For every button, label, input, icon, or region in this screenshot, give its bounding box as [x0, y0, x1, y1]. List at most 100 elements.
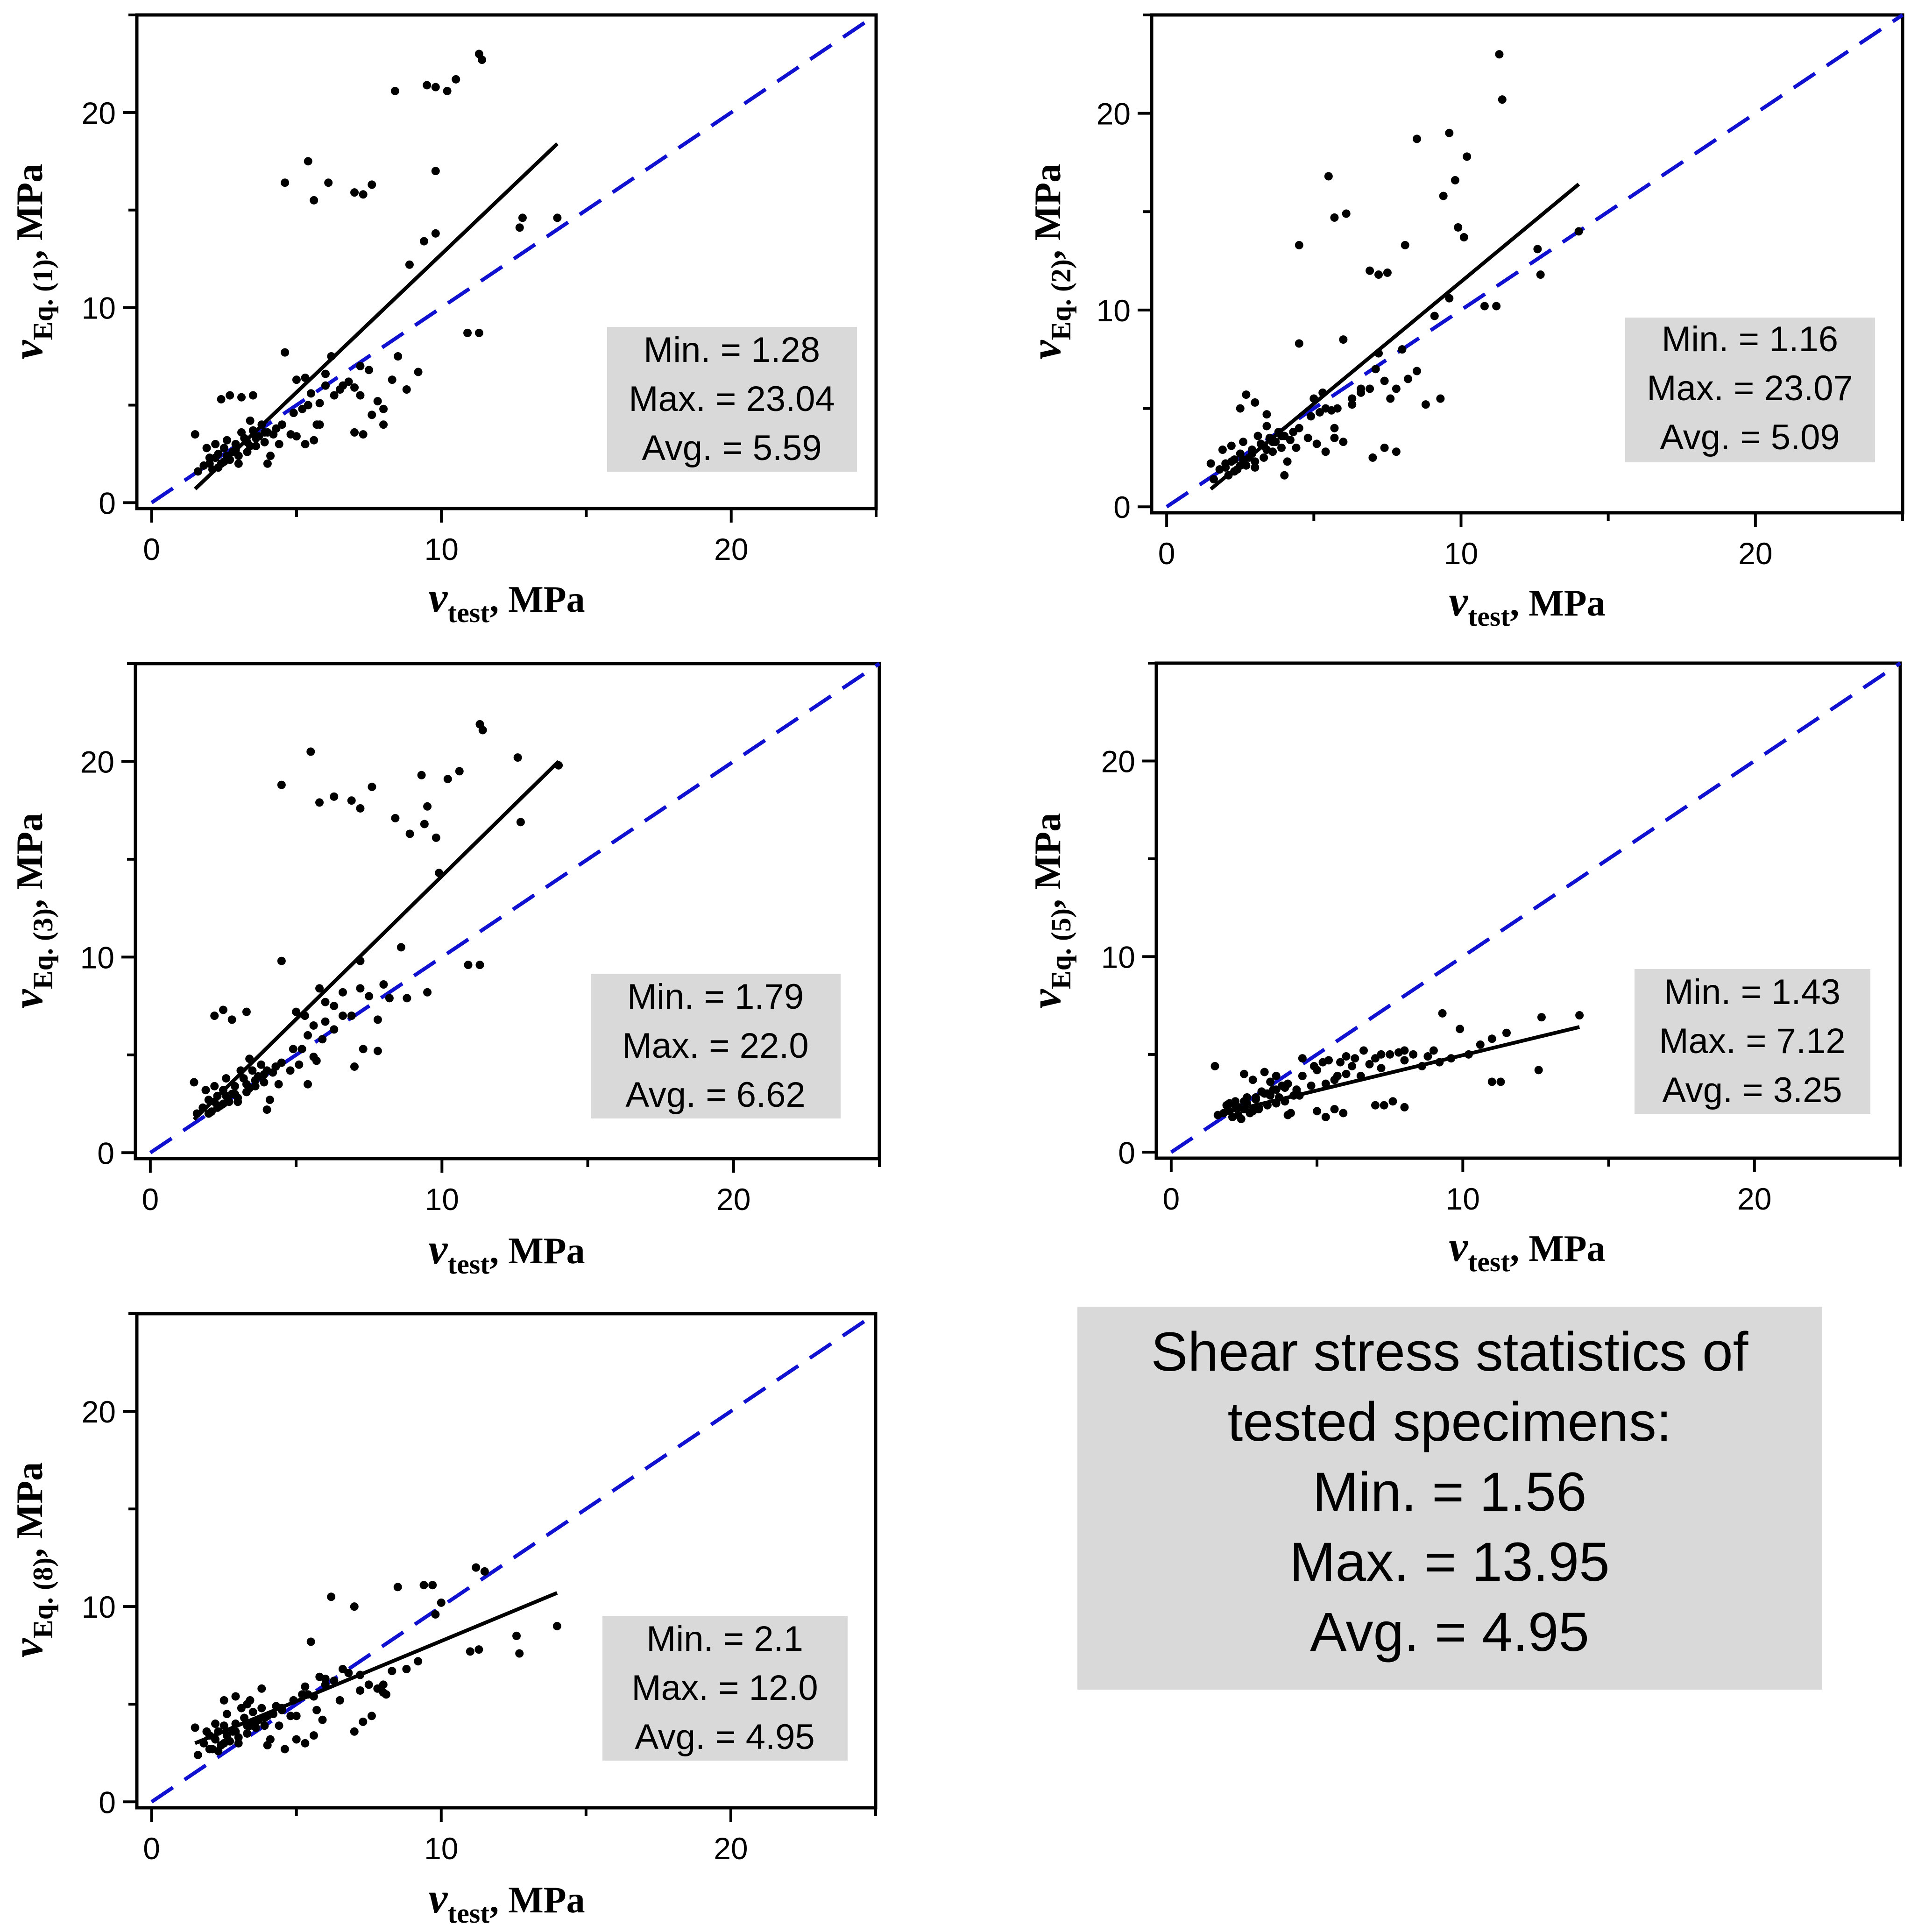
data-point	[1277, 443, 1286, 452]
x-tick-label: 0	[143, 532, 160, 566]
data-point	[262, 1066, 271, 1075]
plot-frame	[134, 662, 881, 1161]
stats-max: Max. = 12.0	[631, 1668, 818, 1708]
data-point	[403, 994, 411, 1003]
data-point	[1283, 457, 1292, 466]
data-point	[1292, 443, 1301, 452]
data-point	[1342, 209, 1351, 218]
data-point	[431, 83, 440, 92]
reference-line	[1165, 13, 1904, 509]
reference-line	[149, 662, 881, 1154]
stats-max: Max. = 23.07	[1647, 368, 1853, 408]
data-point	[1312, 439, 1321, 448]
data-point	[1421, 400, 1430, 409]
data-point	[1351, 1054, 1359, 1063]
reference-line	[150, 1312, 877, 1804]
data-point	[1333, 404, 1342, 413]
x-ticks: 0 10 20	[143, 509, 878, 566]
data-point	[1348, 1062, 1357, 1070]
points-layer	[1210, 1009, 1584, 1124]
data-point	[324, 178, 333, 187]
data-point	[201, 1086, 210, 1095]
data-point	[251, 1076, 260, 1085]
data-point	[356, 361, 365, 370]
data-point	[1400, 1056, 1409, 1065]
data-point	[350, 188, 359, 197]
data-point	[211, 453, 220, 462]
data-point	[306, 389, 315, 398]
data-point	[553, 213, 562, 222]
data-point	[1365, 1060, 1374, 1069]
data-point	[1348, 400, 1357, 409]
data-point	[301, 1739, 310, 1748]
stats-min: Min. = 1.79	[627, 977, 804, 1017]
data-point	[1429, 1046, 1438, 1055]
data-point	[1227, 441, 1236, 450]
data-point	[1392, 384, 1401, 393]
y-ticks: 0 10 20	[80, 662, 135, 1170]
y-tick-label: 10	[80, 940, 114, 975]
fit-line-layer	[192, 760, 560, 1121]
data-point	[513, 753, 522, 762]
data-point	[405, 829, 414, 838]
data-point	[237, 393, 246, 402]
data-point	[417, 771, 426, 779]
data-point	[1248, 1076, 1257, 1084]
data-point	[359, 1045, 368, 1054]
fit-line-layer	[194, 1591, 558, 1745]
summary-box-bg	[1077, 1307, 1822, 1690]
stats-min: Min. = 1.43	[1664, 972, 1840, 1012]
data-point	[474, 328, 483, 337]
data-point	[304, 157, 312, 166]
data-point	[475, 961, 484, 970]
data-point	[402, 385, 411, 394]
y-tick-label: 20	[82, 96, 116, 130]
data-point	[1412, 134, 1421, 143]
data-point	[396, 943, 405, 952]
data-point	[368, 410, 376, 419]
data-point	[315, 399, 324, 408]
data-point	[1412, 367, 1421, 375]
y-ticks: 0 10 20	[82, 14, 137, 520]
data-point	[1239, 1069, 1248, 1078]
data-point	[1280, 432, 1289, 440]
data-point	[431, 229, 440, 238]
fit-line	[192, 760, 560, 1121]
data-point	[1348, 394, 1357, 403]
data-point	[204, 1109, 213, 1118]
data-point	[210, 1082, 219, 1090]
y-tick-label: 20	[80, 744, 114, 779]
data-point	[193, 467, 202, 476]
x-tick-label: 10	[1446, 1182, 1480, 1216]
data-point	[295, 1060, 304, 1069]
data-point	[1380, 376, 1389, 385]
data-point	[1371, 365, 1380, 374]
y-tick-label: 0	[99, 486, 116, 520]
data-point	[1295, 241, 1303, 249]
data-point	[1280, 471, 1289, 480]
data-point	[1239, 438, 1248, 446]
y-axis-label: vEq. (8), MPa	[4, 1462, 58, 1658]
data-point	[286, 430, 295, 439]
y-tick-label: 20	[1097, 97, 1131, 131]
data-point	[1272, 1071, 1281, 1080]
data-point	[1380, 443, 1389, 452]
data-point	[1339, 438, 1348, 446]
data-point	[260, 1721, 269, 1730]
data-point	[1303, 433, 1312, 442]
data-point	[304, 1080, 312, 1089]
data-point	[1374, 270, 1383, 279]
data-point	[428, 1581, 437, 1590]
data-point	[1206, 459, 1215, 468]
data-point	[193, 1750, 202, 1759]
data-point	[243, 1729, 252, 1738]
stats-box-bg	[602, 1616, 848, 1761]
data-point	[260, 438, 269, 446]
y-tick-label: 0	[1113, 490, 1131, 524]
summary-min: Min. = 1.56	[1312, 1461, 1586, 1523]
data-point	[1400, 1046, 1409, 1055]
data-point	[367, 1712, 376, 1720]
data-point	[205, 459, 214, 468]
data-point	[1321, 1079, 1330, 1088]
data-point	[321, 1674, 330, 1683]
